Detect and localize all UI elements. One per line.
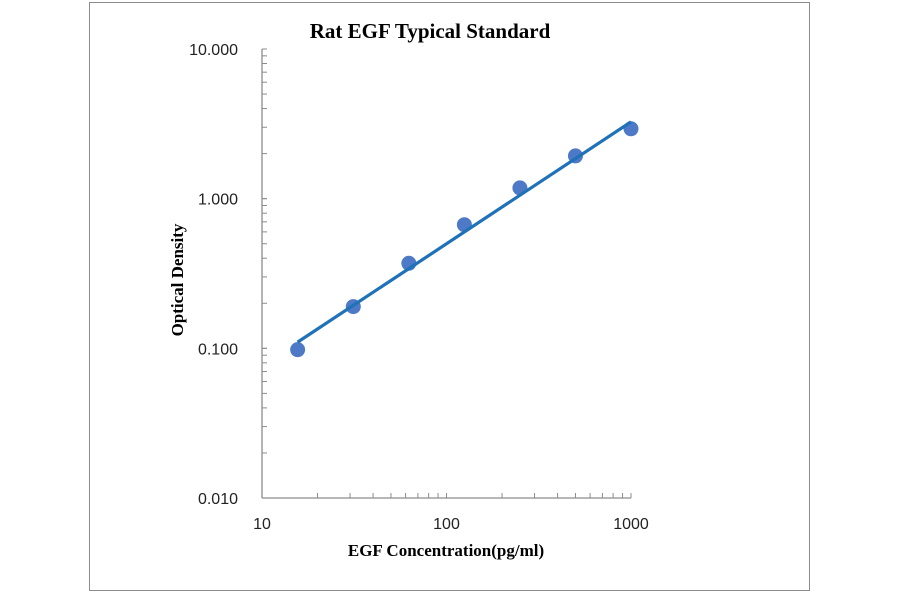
chart-frame [89, 2, 810, 591]
y-tick-label: 10.000 [189, 42, 238, 59]
y-tick-label: 0.010 [198, 491, 238, 508]
x-tick-label: 10 [253, 516, 271, 533]
y-tick-label: 1.000 [198, 192, 238, 209]
y-tick-label: 0.100 [198, 341, 238, 358]
y-axis-label: Optical Density [168, 223, 187, 336]
data-point [290, 342, 306, 358]
trendline [296, 120, 632, 344]
x-axis-label: EGF Concentration(pg/ml) [348, 541, 544, 560]
chart-title: Rat EGF Typical Standard [310, 19, 551, 43]
x-tick-label: 1000 [613, 516, 649, 533]
x-tick-label: 100 [433, 516, 460, 533]
